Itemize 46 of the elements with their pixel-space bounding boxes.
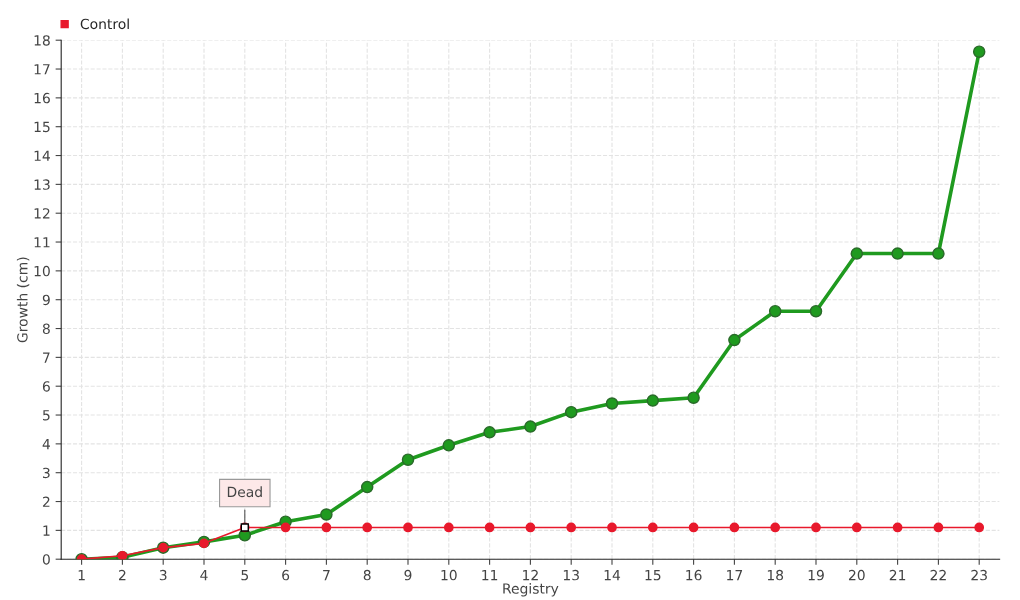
x-tick-label: 18 [767, 569, 784, 581]
y-axis-title: Growth (cm) [16, 257, 30, 343]
y-tick-label: 4 [42, 439, 50, 450]
y-tick-label: 10 [34, 265, 50, 277]
y-tick-label: 15 [34, 121, 50, 133]
x-tick-label: 15 [645, 570, 661, 581]
x-tick-label: 16 [686, 569, 702, 581]
legend-label: Control [80, 18, 129, 30]
x-tick-label: 4 [200, 570, 208, 581]
y-tick-label: 14 [34, 150, 50, 161]
x-tick-label: 19 [808, 569, 824, 581]
y-tick-label: 8 [42, 323, 50, 335]
x-tick-label: 12 [523, 569, 538, 581]
x-tick-label: 10 [441, 569, 457, 581]
x-tick-label: 1 [78, 570, 85, 581]
y-tick-label: 7 [43, 352, 50, 363]
annotation: Dead [227, 486, 262, 498]
x-tick-label: 3 [159, 569, 167, 581]
y-tick-label: 3 [43, 467, 50, 479]
x-tick-label: 17 [727, 570, 743, 581]
y-tick-label: 12 [34, 208, 50, 219]
x-axis-title: Registry [503, 583, 559, 597]
x-tick-label: 14 [604, 570, 621, 581]
x-tick-label: 13 [563, 569, 579, 581]
y-tick-label: 0 [42, 554, 50, 565]
y-tick-label: 13 [34, 179, 50, 190]
x-tick-label: 11 [482, 570, 498, 581]
x-tick-label: 23 [971, 569, 987, 581]
x-tick-label: 21 [889, 569, 906, 581]
x-tick-label: 5 [241, 570, 249, 581]
x-tick-label: 6 [282, 569, 290, 581]
y-tick-label: 9 [42, 294, 50, 306]
y-tick-label: 17 [34, 64, 50, 75]
x-tick-label: 2 [119, 569, 126, 581]
y-tick-label: 2 [42, 496, 50, 507]
x-tick-label: 9 [404, 569, 412, 581]
x-tick-label: 7 [323, 570, 330, 581]
y-tick-label: 16 [34, 92, 50, 104]
y-tick-label: 18 [34, 35, 50, 46]
y-tick-label: 5 [43, 410, 50, 421]
x-tick-label: 20 [848, 569, 865, 581]
x-tick-label: 22 [930, 569, 946, 581]
x-tick-label: 8 [363, 569, 371, 581]
y-tick-label: 1 [43, 525, 50, 536]
y-tick-label: 6 [42, 381, 50, 392]
y-tick-label: 11 [34, 237, 50, 248]
